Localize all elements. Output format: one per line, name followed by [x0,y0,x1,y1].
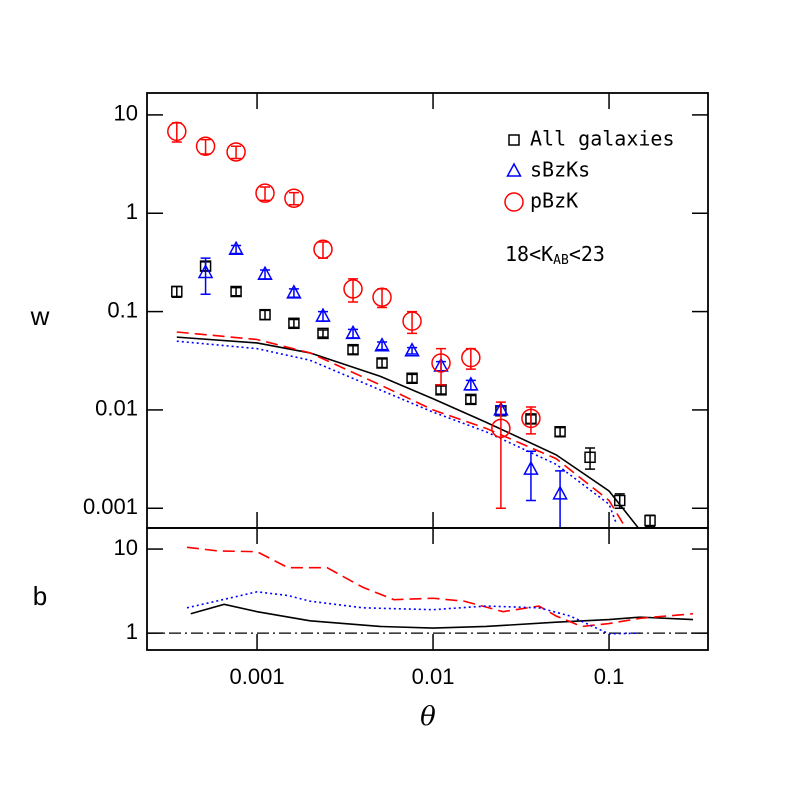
data-point [404,342,420,357]
y-tick-label: 1 [126,619,138,644]
error-bar [495,401,506,510]
error-bar [585,447,596,470]
data-point [347,343,359,356]
data-point [195,136,216,156]
data-point [284,188,304,209]
error-bar [200,138,211,155]
data-point [255,183,275,203]
legend-label: sBzKs [530,158,590,182]
y-tick-label: 10 [114,535,138,560]
legend-label: All galaxies [530,127,675,151]
data-point [554,425,566,438]
plot-frame [146,527,709,651]
data-point [491,418,511,439]
x-tick-label: 0.1 [594,664,625,689]
y-tick-label: 0.01 [95,396,138,421]
error-bar [231,286,242,297]
model-line [176,331,624,524]
data-point [372,287,392,307]
data-point [345,324,361,340]
data-point [463,376,479,391]
data-point [317,327,329,340]
error-bar [525,406,536,435]
y-tick-label: 0.1 [107,297,138,322]
error-bar [288,318,299,329]
data-point [552,485,568,500]
y-axis-label: b [33,581,47,611]
error-bar [260,186,271,202]
error-bar [555,426,566,437]
data-point [613,494,626,507]
error-bar [317,241,328,259]
data-point [313,239,333,260]
y-axis-label: w [30,301,50,331]
model-line [186,546,694,628]
error-bar [525,450,536,502]
legend-marker [504,192,524,212]
error-bar [407,346,418,355]
error-bar [260,309,271,321]
y-tick-label: 1 [126,199,138,224]
error-bar [377,358,388,369]
data-point [374,337,390,352]
data-point [402,311,422,331]
legend-marker [506,162,522,177]
legend-label: pBzK [530,189,578,213]
data-point [406,372,418,384]
data-point [343,279,363,299]
data-point [228,240,244,256]
model-line [176,340,618,524]
x-tick-label: 0.01 [412,664,455,689]
model-line [176,336,640,528]
error-bar [200,257,211,296]
data-point [286,284,302,299]
error-bar [231,244,242,255]
legend-marker [508,134,520,146]
model-line [190,603,694,629]
data-point [431,353,451,373]
error-bar [288,191,299,206]
data-point [644,514,656,527]
y-tick-label: 0.001 [83,494,138,519]
error-bar [231,145,242,160]
data-point [171,285,183,298]
data-point [465,393,477,406]
data-point [584,451,596,464]
x-axis-label: θ [420,702,436,732]
data-point [257,265,273,280]
error-bar [377,341,388,351]
y-tick-label: 10 [114,101,138,126]
data-point [315,307,331,322]
model-line [186,591,641,635]
error-bar [348,344,359,355]
data-point [461,347,481,368]
x-tick-label: 0.001 [230,664,285,689]
data-point [521,408,541,429]
error-bar [465,394,476,405]
data-point [376,357,388,369]
error-bar [317,329,328,338]
error-bar [436,385,447,395]
data-point [259,308,271,321]
error-bar [407,373,418,384]
data-point [288,317,300,330]
data-point [197,263,214,279]
data-point [226,142,246,162]
annotation: 18<KAB<23 [505,242,605,268]
data-point [167,121,187,142]
data-point [523,460,539,475]
error-bar [171,285,182,298]
data-point [230,285,242,298]
